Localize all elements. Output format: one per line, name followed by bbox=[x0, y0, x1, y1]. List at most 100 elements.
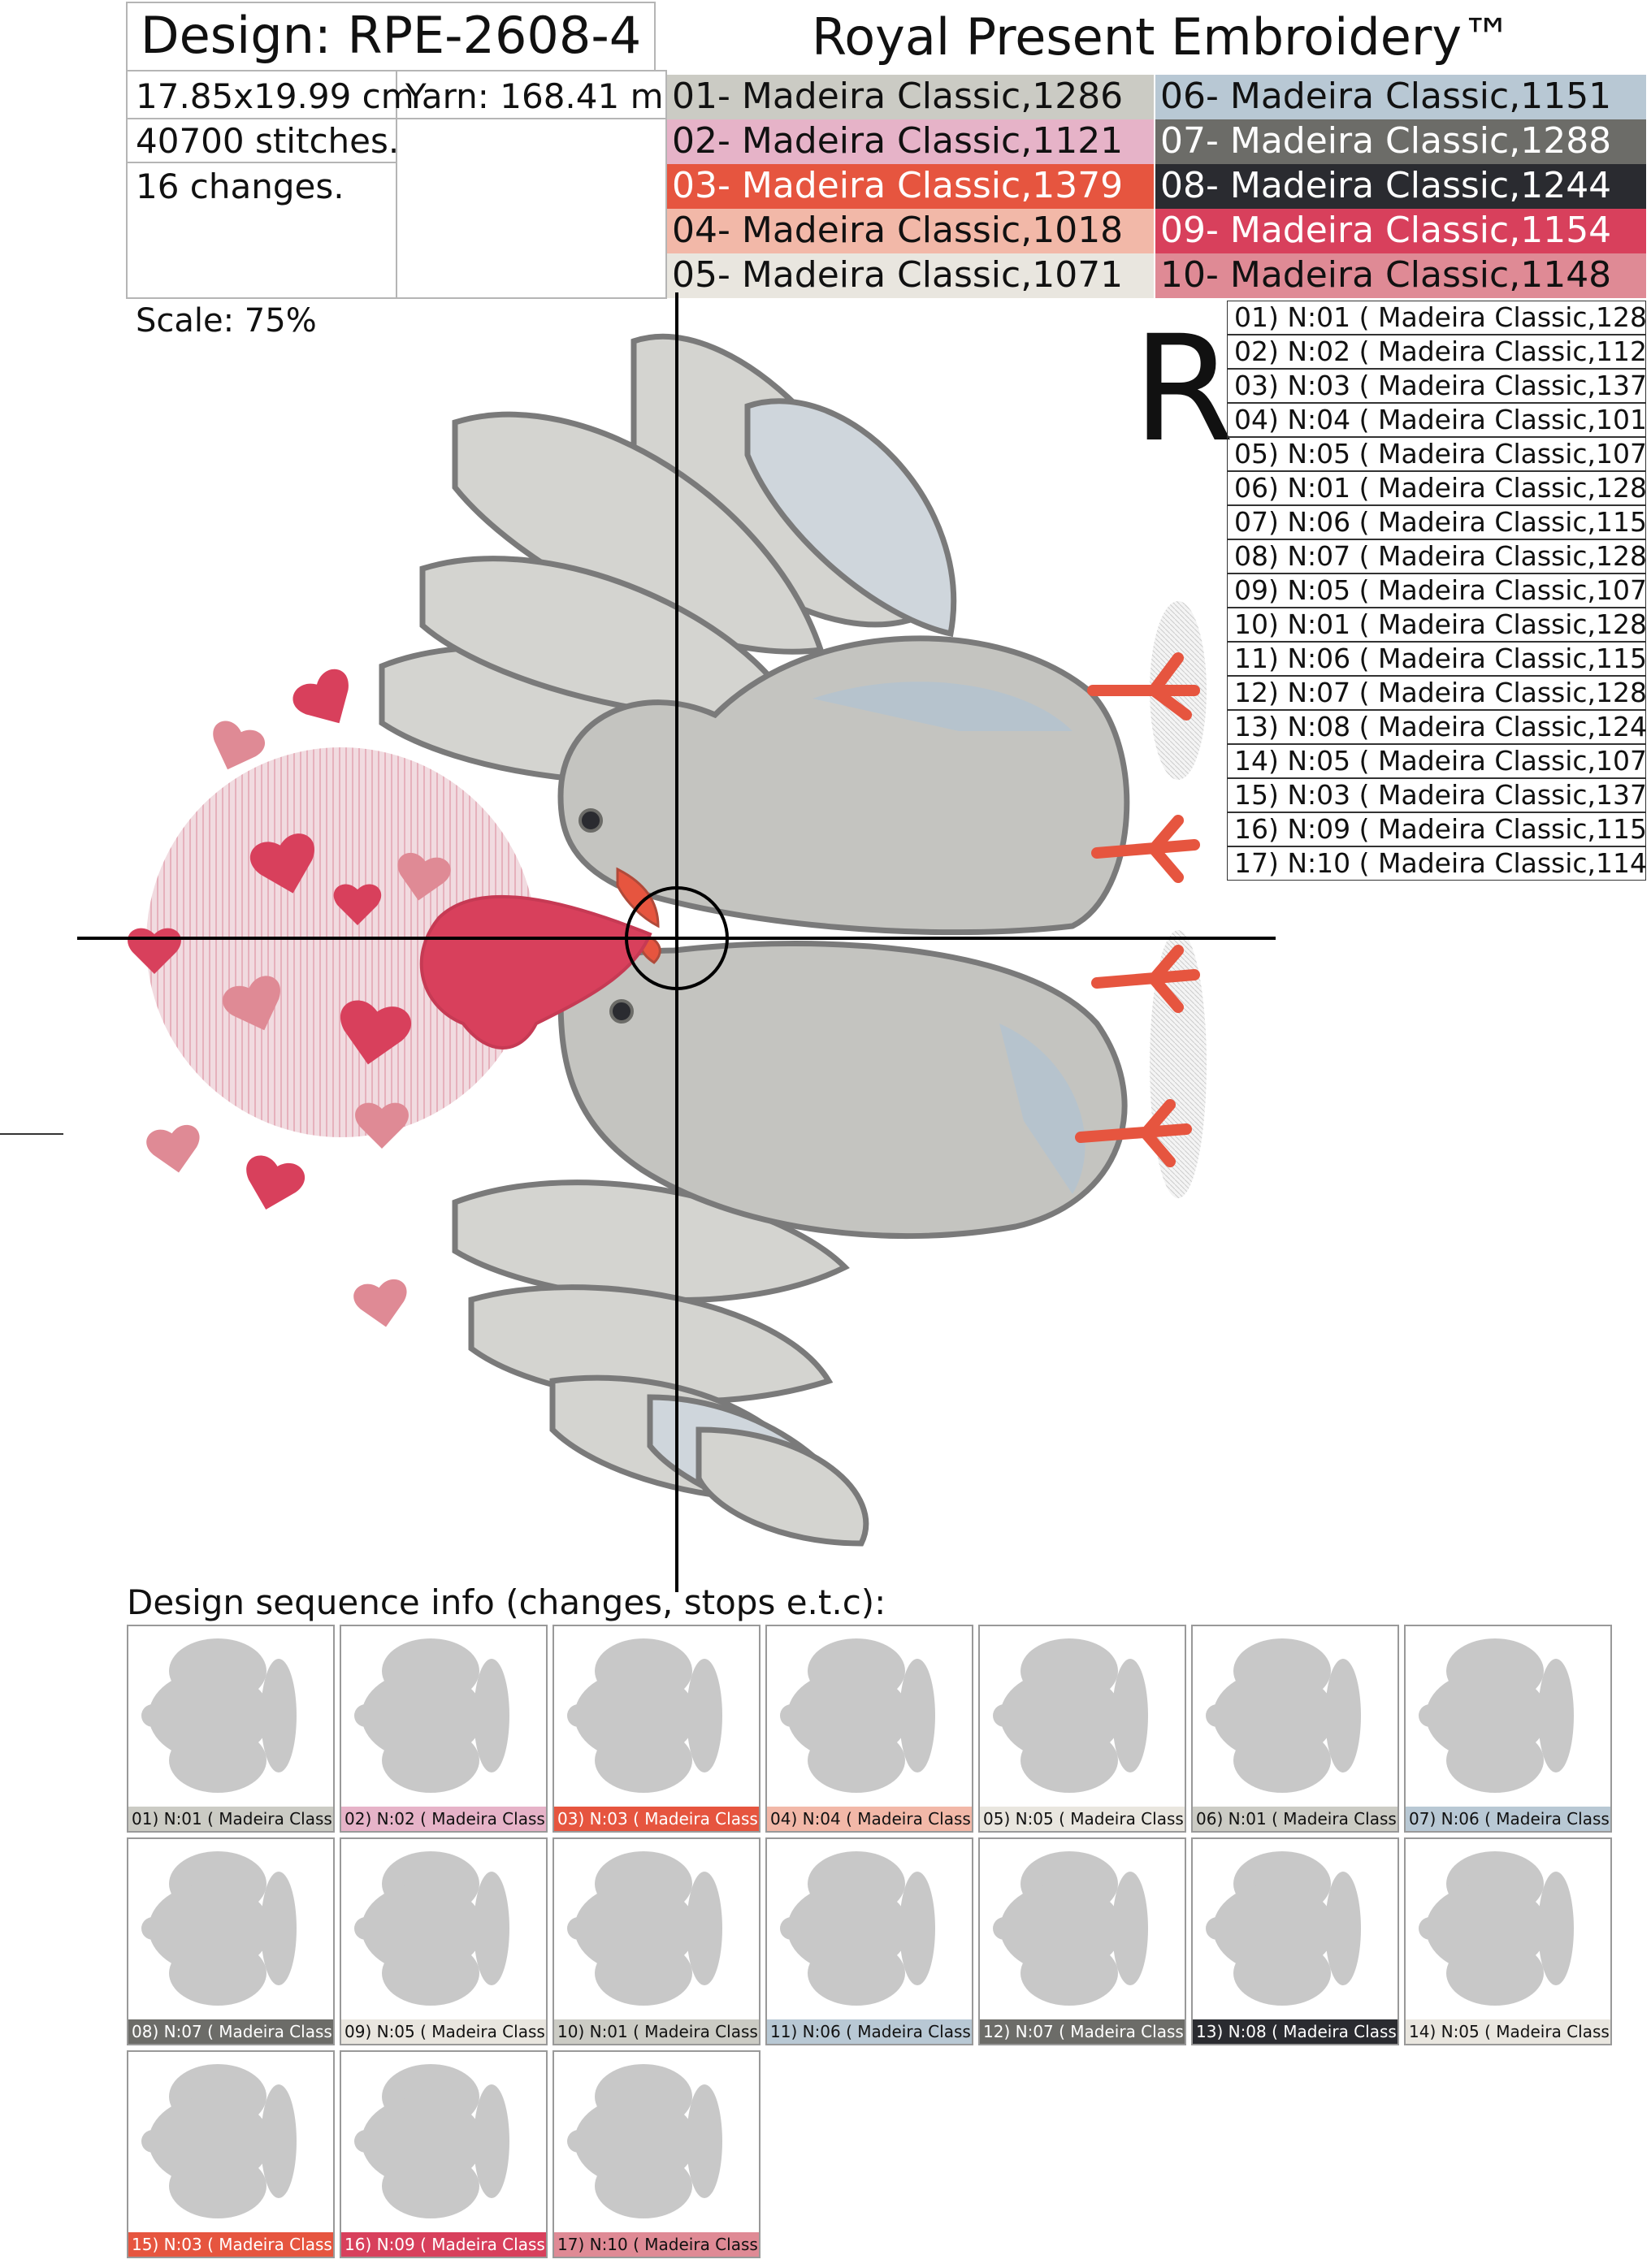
sequence-thumbnail: 15) N:03 ( Madeira Classic, bbox=[127, 2050, 335, 2258]
sequence-row: 15) N:03 ( Madeira Classic,1379) bbox=[1227, 778, 1646, 812]
sequence-row: 07) N:06 ( Madeira Classic,1151) bbox=[1227, 505, 1646, 539]
sequence-thumbnail: 10) N:01 ( Madeira Classic,1 bbox=[552, 1837, 760, 2045]
thumbnail-design-silhouette bbox=[1419, 1851, 1574, 2006]
thumbnail-label: 15) N:03 ( Madeira Classic, bbox=[128, 2232, 333, 2257]
sequence-thumbnail: 01) N:01 ( Madeira Classic,1 bbox=[127, 1625, 335, 1833]
thumbnail-label: 02) N:02 ( Madeira Classic bbox=[341, 1807, 546, 1831]
pink-background-circle bbox=[146, 747, 536, 1137]
lower-dove-body bbox=[557, 941, 1128, 1240]
palette-swatch: 01- Madeira Classic,1286 bbox=[667, 75, 1154, 119]
thumbnail-design-silhouette bbox=[780, 1638, 935, 1793]
heart bbox=[340, 1000, 412, 1065]
thumbnail-design-silhouette bbox=[993, 1851, 1148, 2006]
thumbnail-design-silhouette bbox=[354, 1638, 509, 1793]
sequence-thumbnail: 06) N:01 ( Madeira Classic, bbox=[1191, 1625, 1399, 1833]
sequence-thumbnail: 14) N:05 ( Madeira Classic, bbox=[1404, 1837, 1612, 2045]
palette-swatch: 10- Madeira Classic,1148 bbox=[1155, 253, 1646, 298]
sequence-thumbnail: 12) N:07 ( Madeira Classic, bbox=[978, 1837, 1186, 2045]
sequence-thumbnail: 07) N:06 ( Madeira Classic bbox=[1404, 1625, 1612, 1833]
thumbnail-label: 04) N:04 ( Madeira Classic bbox=[767, 1807, 972, 1831]
lower-dove-eye bbox=[609, 999, 634, 1024]
heart bbox=[292, 669, 349, 724]
heart bbox=[353, 1279, 407, 1327]
sequence-thumbnail: 08) N:07 ( Madeira Classic bbox=[127, 1837, 335, 2045]
company-name: Royal Present Embroidery™ bbox=[811, 7, 1513, 67]
sequence-thumbnail: 13) N:08 ( Madeira Classic, bbox=[1191, 1837, 1399, 2045]
crosshair-circle bbox=[625, 886, 729, 990]
sequence-thumbnail: 03) N:03 ( Madeira Classic bbox=[552, 1625, 760, 1833]
sequence-thumbnail: 17) N:10 ( Madeira Classic,1 bbox=[552, 2050, 760, 2258]
thumbnail-design-silhouette bbox=[993, 1638, 1148, 1793]
thumbnail-design-silhouette bbox=[354, 2064, 509, 2218]
heart bbox=[213, 721, 265, 770]
stitch-count: 40700 stitches. bbox=[136, 121, 400, 161]
thumbnail-label: 05) N:05 ( Madeira Classic bbox=[980, 1807, 1185, 1831]
thumbnail-label: 16) N:09 ( Madeira Classic, bbox=[341, 2232, 546, 2257]
sequence-row: 16) N:09 ( Madeira Classic,1154) bbox=[1227, 812, 1646, 846]
thumbnail-label: 10) N:01 ( Madeira Classic,1 bbox=[554, 2019, 759, 2044]
thumbnail-design-silhouette bbox=[141, 1638, 297, 1793]
thumbnail-label: 09) N:05 ( Madeira Classic bbox=[341, 2019, 546, 2044]
sequence-row: 17) N:10 ( Madeira Classic,1148) bbox=[1227, 846, 1646, 881]
palette-swatch: 04- Madeira Classic,1018 bbox=[667, 209, 1154, 253]
sequence-row: 08) N:07 ( Madeira Classic,1288) bbox=[1227, 539, 1646, 573]
thumbnail-design-silhouette bbox=[1206, 1638, 1361, 1793]
big-heart bbox=[419, 894, 652, 1050]
lower-dove-wings bbox=[452, 1179, 869, 1547]
thumbnail-label: 03) N:03 ( Madeira Classic bbox=[554, 1807, 759, 1831]
design-size: 17.85x19.99 cm bbox=[136, 76, 414, 116]
sequence-row: 13) N:08 ( Madeira Classic,1244) bbox=[1227, 710, 1646, 744]
heart bbox=[355, 1102, 409, 1149]
heart bbox=[333, 884, 382, 925]
heart bbox=[246, 1155, 306, 1210]
scale-label: Scale: 75% bbox=[136, 302, 317, 340]
upper-dove-beak bbox=[616, 867, 660, 928]
heart bbox=[397, 853, 451, 901]
thumbnail-design-silhouette bbox=[141, 1851, 297, 2006]
heart bbox=[249, 833, 314, 894]
sequence-row: 02) N:02 ( Madeira Classic,1121) bbox=[1227, 335, 1646, 369]
thumbnail-design-silhouette bbox=[1419, 1638, 1574, 1793]
sequence-row: 14) N:05 ( Madeira Classic,1071) bbox=[1227, 744, 1646, 778]
design-title: Design: RPE-2608-4 bbox=[140, 6, 642, 65]
palette-swatch: 03- Madeira Classic,1379 bbox=[667, 164, 1154, 209]
sequence-row: 03) N:03 ( Madeira Classic,1379) bbox=[1227, 369, 1646, 403]
sequence-thumbnail: 16) N:09 ( Madeira Classic, bbox=[340, 2050, 548, 2258]
sequence-row: 04) N:04 ( Madeira Classic,1018) bbox=[1227, 403, 1646, 437]
thumbnail-label: 14) N:05 ( Madeira Classic, bbox=[1406, 2019, 1610, 2044]
sequence-row: 10) N:01 ( Madeira Classic,1286) bbox=[1227, 608, 1646, 642]
heart bbox=[223, 976, 280, 1031]
thumbnail-design-silhouette bbox=[354, 1851, 509, 2006]
sequence-row: 12) N:07 ( Madeira Classic,1288) bbox=[1227, 676, 1646, 710]
sequence-thumbnail: 02) N:02 ( Madeira Classic bbox=[340, 1625, 548, 1833]
thumbnail-label: 11) N:06 ( Madeira Classic,1 bbox=[767, 2019, 972, 2044]
sequence-row: 01) N:01 ( Madeira Classic,1286) bbox=[1227, 301, 1646, 335]
thumbnail-label: 08) N:07 ( Madeira Classic bbox=[128, 2019, 333, 2044]
palette-swatch: 02- Madeira Classic,1121 bbox=[667, 119, 1154, 164]
dove-feet bbox=[1075, 652, 1200, 1167]
thumbnail-label: 01) N:01 ( Madeira Classic,1 bbox=[128, 1807, 333, 1831]
sequence-thumbnail: 04) N:04 ( Madeira Classic bbox=[765, 1625, 973, 1833]
upper-dove-eye bbox=[578, 808, 603, 833]
thumbnail-label: 06) N:01 ( Madeira Classic, bbox=[1193, 1807, 1398, 1831]
thumbnail-label: 12) N:07 ( Madeira Classic, bbox=[980, 2019, 1185, 2044]
sequence-row: 11) N:06 ( Madeira Classic,1151) bbox=[1227, 642, 1646, 676]
registration-mark: R bbox=[1133, 305, 1235, 474]
embroidery-design-preview bbox=[0, 292, 1276, 1592]
palette-swatch: 07- Madeira Classic,1288 bbox=[1155, 119, 1646, 164]
thumbnail-design-silhouette bbox=[141, 2064, 297, 2218]
sequence-thumbnail: 09) N:05 ( Madeira Classic bbox=[340, 1837, 548, 2045]
heart bbox=[146, 1125, 200, 1173]
sequence-row: 05) N:05 ( Madeira Classic,1071) bbox=[1227, 437, 1646, 471]
thumbnail-design-silhouette bbox=[780, 1851, 935, 2006]
thumbnail-label: 13) N:08 ( Madeira Classic, bbox=[1193, 2019, 1398, 2044]
thumbnail-design-silhouette bbox=[1206, 1851, 1361, 2006]
thumbnail-design-silhouette bbox=[567, 1638, 722, 1793]
thumbnail-design-silhouette bbox=[567, 2064, 722, 2218]
sequence-row: 09) N:05 ( Madeira Classic,1071) bbox=[1227, 573, 1646, 608]
palette-swatch: 09- Madeira Classic,1154 bbox=[1155, 209, 1646, 253]
sequence-info-title: Design sequence info (changes, stops e.t… bbox=[127, 1582, 886, 1622]
thumbnail-label: 17) N:10 ( Madeira Classic,1 bbox=[554, 2232, 759, 2257]
sequence-row: 06) N:01 ( Madeira Classic,1286) bbox=[1227, 471, 1646, 505]
change-count: 16 changes. bbox=[136, 167, 344, 206]
